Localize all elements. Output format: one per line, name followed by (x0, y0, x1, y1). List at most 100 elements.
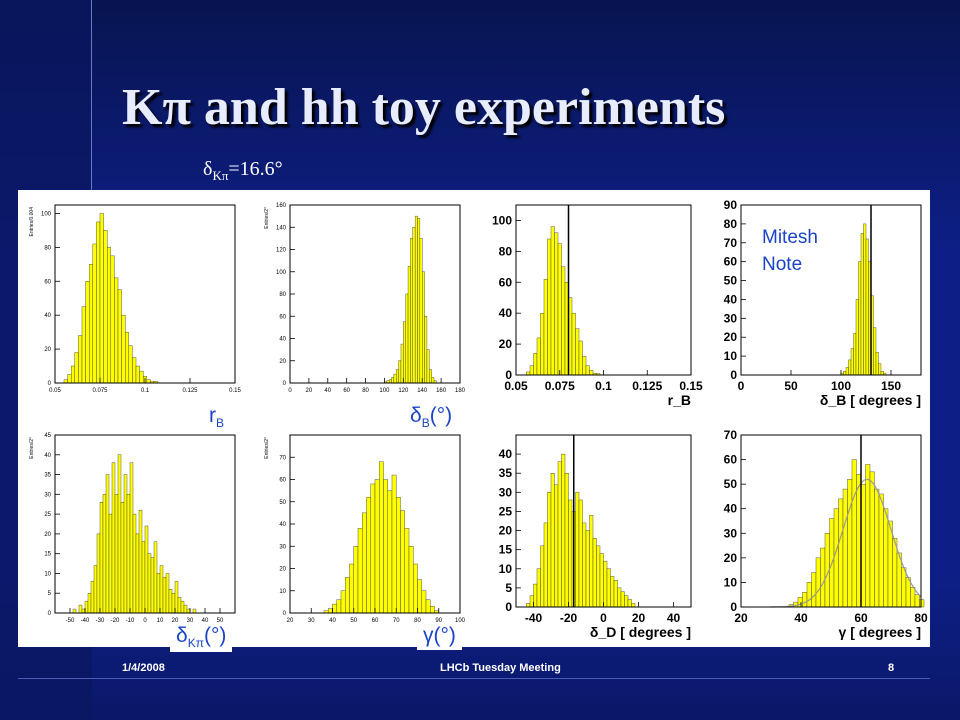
x-tick-label: 10 (157, 618, 164, 624)
histogram-bar (387, 490, 393, 614)
histogram-bar (892, 537, 898, 608)
x-tick-label: 20 (172, 618, 179, 624)
fit-curve (770, 478, 922, 608)
histogram-bar (847, 479, 853, 608)
histogram-bar (596, 545, 601, 608)
x-tick-label: 0.075 (92, 388, 108, 394)
histogram-bar (408, 546, 414, 614)
label-rb: rB (203, 402, 231, 433)
y-tick-label: 160 (276, 203, 287, 209)
histogram-bar (383, 479, 388, 614)
y-tick-label: 15 (499, 543, 513, 557)
label-db: δB(°) (404, 402, 459, 433)
histogram-bar (585, 365, 590, 376)
histogram-bar (177, 596, 182, 614)
y-tick-label: 10 (724, 349, 738, 363)
x-tick-label: 0 (143, 618, 147, 624)
divider-line (91, 0, 92, 190)
plot-frame (289, 204, 461, 384)
histogram-bar (72, 608, 77, 614)
histogram-bar (571, 312, 576, 376)
y-tick-label: 20 (44, 532, 51, 538)
histogram-bar (388, 379, 392, 384)
x-tick-label: 40 (667, 611, 681, 625)
histogram-bar (141, 541, 146, 614)
y-tick-label: 5 (48, 591, 52, 597)
x-tick-label: -40 (81, 618, 90, 624)
histogram-bar (391, 377, 395, 384)
note-line1: Mitesh (762, 227, 818, 248)
histogram-bar (540, 545, 545, 608)
label-dkpi: δKπ(°) (170, 622, 233, 653)
histogram-bar (919, 599, 925, 608)
y-tick-label: 80 (499, 244, 513, 258)
histogram-bar (349, 563, 354, 614)
y-tick-label: 20 (724, 330, 738, 344)
histogram-bar (424, 316, 428, 384)
chart-left-rb: 0.05 0.075 0.1 0.125 0.15 0 20 40 60 80 100 Entries… (29, 204, 241, 394)
histogram-bar (88, 264, 93, 384)
y-tick-label: 35 (499, 466, 513, 480)
y-tick-label: 25 (499, 504, 513, 518)
histogram-bar (153, 541, 158, 614)
histogram-bar (901, 567, 907, 608)
histogram-bar (431, 377, 435, 384)
y-tick-label: 35 (44, 473, 51, 479)
x-axis-label: δ_B [ degrees ] (820, 392, 921, 408)
x-axis-label: r_B (668, 392, 691, 408)
histogram-bar (624, 595, 629, 608)
histogram-bar (165, 573, 170, 614)
histogram-bar (554, 484, 559, 608)
histogram-bar (620, 591, 625, 608)
x-tick-label: 40 (329, 618, 336, 624)
y-tick-label: 60 (279, 314, 286, 320)
histogram-bar (550, 226, 555, 376)
histogram-bar (543, 278, 548, 376)
y-tick-label: 80 (724, 217, 738, 231)
histogram-bar (357, 528, 363, 614)
histogram-bar (547, 238, 552, 376)
histogram-bar (413, 563, 418, 614)
x-tick-label: -20 (560, 611, 578, 625)
histogram-bar (147, 553, 152, 614)
histogram-bar (403, 321, 406, 384)
x-tick-label: 0.15 (679, 379, 703, 393)
histogram-bar (869, 471, 875, 608)
histogram-bar (114, 494, 119, 614)
x-axis-label: δ_D [ degrees ] (590, 624, 691, 640)
histogram-bar (561, 266, 566, 376)
y-tick-label: 30 (499, 485, 513, 499)
y-tick-label: 30 (724, 526, 738, 540)
histogram-bar (84, 600, 89, 614)
histogram-bar (860, 233, 864, 376)
y-tick-label: 50 (724, 477, 738, 491)
x-tick-label: 50 (784, 379, 798, 393)
histogram-bar (171, 593, 176, 614)
histogram-bar (92, 243, 97, 384)
histogram-bar (168, 589, 173, 614)
histogram-bar (126, 494, 131, 614)
x-tick-label: 0.075 (545, 379, 575, 393)
histogram-bar (81, 608, 86, 614)
histogram-bar (417, 218, 421, 384)
label-db-unit: (°) (429, 404, 453, 427)
slide-subtitle: δKπ=16.6° (203, 158, 283, 184)
label-dkpi-sub: Kπ (187, 636, 204, 651)
label-rb-text: r (209, 404, 216, 427)
x-tick-label: 30 (308, 618, 315, 624)
x-tick-label: 120 (398, 388, 409, 394)
x-tick-label: 0.05 (49, 388, 61, 394)
histogram-bar (146, 379, 151, 384)
x-tick-label: 0 (600, 611, 607, 625)
label-db-sub: B (421, 416, 430, 431)
histogram-bar (396, 369, 399, 384)
histogram-bar (529, 595, 534, 608)
x-tick-label: 40 (324, 388, 331, 394)
histogram-bar (396, 497, 401, 614)
histogram-bar (589, 370, 594, 376)
histogram-bar (561, 453, 566, 608)
histogram-bar (353, 546, 359, 614)
x-tick-label: 80 (914, 611, 928, 625)
footer-meeting: LHCb Tuesday Meeting (440, 662, 561, 674)
histogram-bar (865, 464, 871, 608)
